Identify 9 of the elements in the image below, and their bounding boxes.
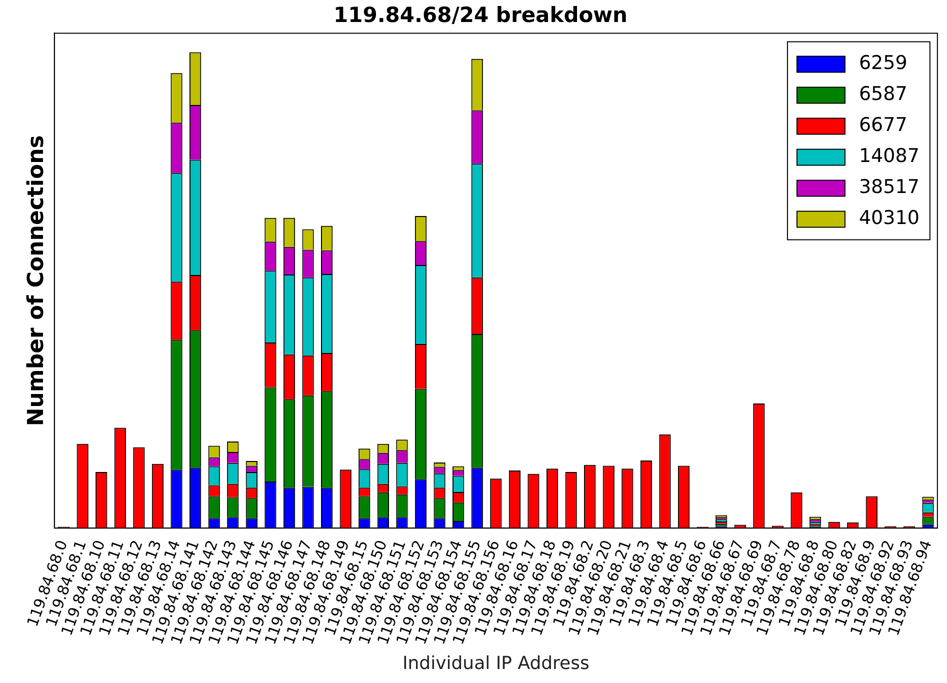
- legend-label: 14087: [858, 145, 920, 168]
- x-axis-title: Individual IP Address: [402, 652, 590, 674]
- chart-title: 119.84.68/24 breakdown: [333, 3, 628, 28]
- legend-label: 6677: [858, 114, 908, 136]
- y-axis-title: Number of Connections: [24, 135, 49, 426]
- legend-label: 38517: [858, 176, 920, 198]
- legend-label: 6259: [858, 52, 908, 74]
- legend-label: 6587: [858, 83, 908, 106]
- legend-label: 40310: [858, 207, 920, 230]
